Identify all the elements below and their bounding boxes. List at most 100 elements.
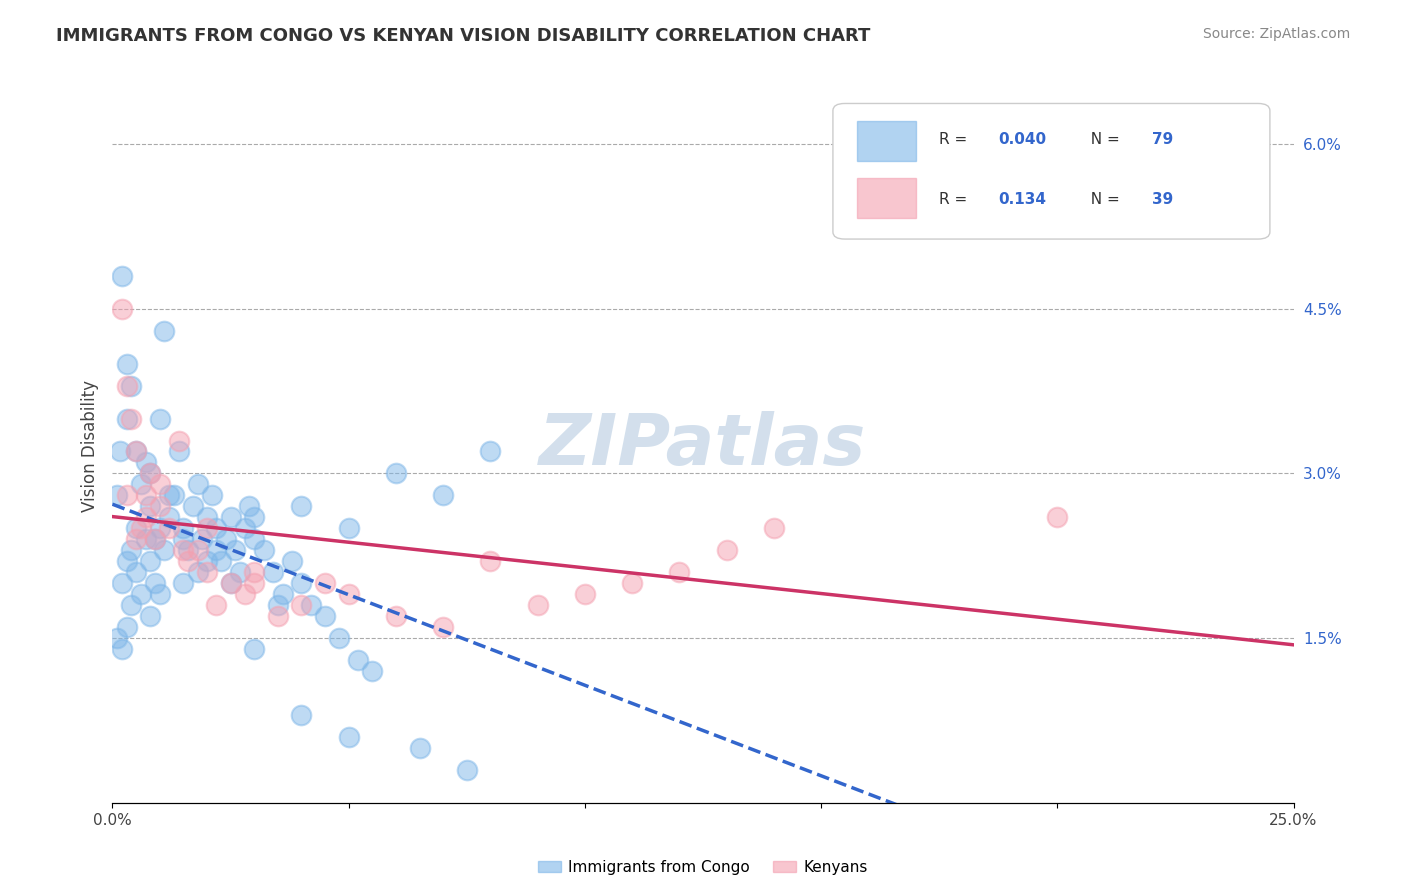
Point: [195, 521, 218, 535]
Point: [205, 543, 228, 558]
Point: [115, 554, 138, 568]
Point: [621, 576, 644, 591]
Point: [139, 467, 162, 481]
Point: [432, 620, 454, 634]
Point: [186, 543, 208, 558]
Point: [243, 566, 266, 580]
Point: [716, 543, 738, 558]
Point: [129, 587, 152, 601]
Point: [479, 554, 502, 568]
Point: [120, 378, 142, 392]
Point: [385, 609, 408, 624]
Point: [243, 510, 266, 524]
Point: [177, 543, 200, 558]
Point: [172, 533, 194, 547]
Point: [205, 521, 228, 535]
Point: [129, 521, 152, 535]
Point: [262, 566, 284, 580]
Point: [157, 510, 180, 524]
Point: [163, 488, 186, 502]
Point: [290, 576, 312, 591]
Point: [195, 554, 218, 568]
Point: [167, 444, 190, 458]
Point: [139, 609, 162, 624]
Point: [172, 576, 194, 591]
Point: [233, 521, 256, 535]
FancyBboxPatch shape: [856, 178, 915, 218]
Point: [186, 566, 208, 580]
Point: [120, 411, 142, 425]
Point: [149, 521, 172, 535]
Point: [456, 763, 478, 777]
Text: 0.134: 0.134: [998, 193, 1046, 207]
Point: [267, 598, 290, 612]
Point: [135, 455, 157, 469]
Point: [157, 521, 180, 535]
Point: [111, 301, 134, 316]
Point: [281, 554, 304, 568]
FancyBboxPatch shape: [856, 121, 915, 161]
Point: [201, 488, 224, 502]
Point: [215, 533, 238, 547]
Y-axis label: Vision Disability: Vision Disability: [80, 380, 98, 512]
Point: [267, 609, 290, 624]
Text: R =: R =: [939, 132, 973, 146]
Text: N =: N =: [1081, 132, 1125, 146]
Text: R =: R =: [939, 193, 973, 207]
Text: ZIPatlas: ZIPatlas: [540, 411, 866, 481]
Point: [195, 566, 218, 580]
Point: [125, 566, 148, 580]
Point: [243, 533, 266, 547]
Point: [135, 533, 157, 547]
Point: [253, 543, 276, 558]
Point: [205, 598, 228, 612]
Point: [153, 543, 176, 558]
Point: [111, 268, 134, 283]
Point: [153, 324, 176, 338]
Point: [149, 500, 172, 514]
Point: [172, 543, 194, 558]
Point: [115, 488, 138, 502]
Point: [143, 533, 166, 547]
Point: [125, 533, 148, 547]
Text: N =: N =: [1081, 193, 1125, 207]
Point: [290, 598, 312, 612]
Point: [181, 500, 204, 514]
Point: [299, 598, 322, 612]
Point: [290, 708, 312, 723]
Point: [125, 521, 148, 535]
Point: [115, 620, 138, 634]
Point: [408, 740, 430, 755]
Point: [135, 510, 157, 524]
Point: [574, 587, 596, 601]
Point: [479, 444, 502, 458]
Point: [177, 554, 200, 568]
Point: [172, 521, 194, 535]
Point: [337, 587, 360, 601]
Point: [328, 631, 350, 645]
Point: [762, 521, 785, 535]
Point: [314, 576, 336, 591]
Point: [125, 444, 148, 458]
Point: [219, 510, 242, 524]
Point: [108, 444, 131, 458]
Point: [129, 477, 152, 491]
Point: [209, 554, 232, 568]
Point: [668, 566, 690, 580]
Point: [143, 576, 166, 591]
Point: [111, 642, 134, 657]
Point: [149, 587, 172, 601]
Point: [143, 533, 166, 547]
Point: [314, 609, 336, 624]
Point: [115, 357, 138, 371]
Text: Source: ZipAtlas.com: Source: ZipAtlas.com: [1202, 27, 1350, 41]
Point: [243, 642, 266, 657]
Legend: Immigrants from Congo, Kenyans: Immigrants from Congo, Kenyans: [531, 854, 875, 880]
Point: [167, 434, 190, 448]
Point: [224, 543, 246, 558]
Point: [219, 576, 242, 591]
Point: [526, 598, 548, 612]
Point: [229, 566, 252, 580]
Point: [149, 477, 172, 491]
Text: 39: 39: [1152, 193, 1173, 207]
